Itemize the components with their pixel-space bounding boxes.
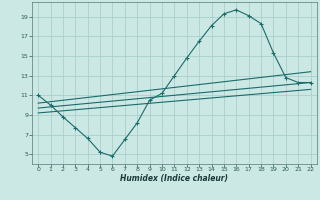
X-axis label: Humidex (Indice chaleur): Humidex (Indice chaleur) xyxy=(120,174,228,183)
